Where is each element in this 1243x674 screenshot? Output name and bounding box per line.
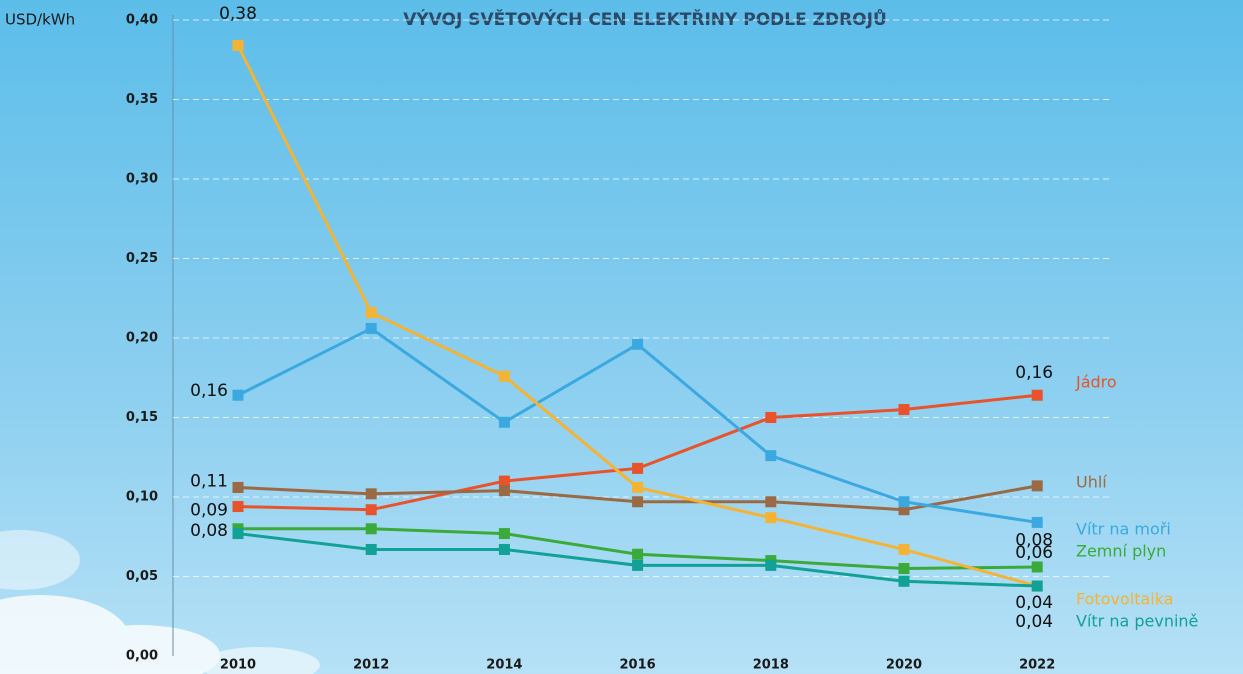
data-point (233, 482, 244, 493)
data-point (233, 40, 244, 51)
data-point (499, 417, 510, 428)
y-tick-label: 0,00 (126, 649, 158, 664)
x-tick-label: 2018 (753, 658, 789, 673)
data-label: 0,11 (190, 471, 228, 491)
x-tick-label: 2020 (886, 658, 922, 673)
y-tick-label: 0,20 (126, 331, 158, 346)
chart: USD/kWh VÝVOJ SVĚTOVÝCH CEN ELEKTŘINY PO… (0, 0, 1243, 674)
data-point (1032, 561, 1043, 572)
data-label: 0,04 (1015, 612, 1053, 632)
x-tick-label: 2014 (486, 658, 522, 673)
data-point (632, 560, 643, 571)
legend-label: Zemní plyn (1076, 542, 1166, 561)
data-point (632, 463, 643, 474)
data-label: 0,16 (1015, 363, 1053, 383)
y-tick-label: 0,40 (126, 13, 158, 28)
data-point (233, 390, 244, 401)
y-tick-label: 0,10 (126, 490, 158, 505)
data-point (899, 496, 910, 507)
x-tick-label: 2022 (1019, 658, 1055, 673)
legend-label: Vítr na moři (1076, 520, 1171, 539)
data-point (499, 485, 510, 496)
data-point (233, 528, 244, 539)
data-point (499, 544, 510, 555)
y-axis-label: USD/kWh (5, 11, 75, 29)
data-point (632, 496, 643, 507)
data-point (366, 544, 377, 555)
data-label: 0,16 (190, 381, 228, 401)
data-point (366, 307, 377, 318)
data-point (899, 576, 910, 587)
data-label: 0,09 (190, 501, 228, 521)
data-point (765, 496, 776, 507)
x-tick-label: 2012 (353, 658, 389, 673)
data-point (765, 560, 776, 571)
data-point (499, 528, 510, 539)
data-point (1032, 581, 1043, 592)
y-tick-label: 0,30 (126, 172, 158, 187)
data-label: 0,08 (190, 521, 228, 541)
data-point (366, 504, 377, 515)
data-point (899, 544, 910, 555)
background (0, 0, 1243, 674)
data-point (1032, 390, 1043, 401)
y-tick-label: 0,25 (126, 251, 158, 266)
data-point (366, 323, 377, 334)
legend-label: Uhlí (1076, 473, 1107, 492)
data-point (499, 371, 510, 382)
x-tick-label: 2016 (620, 658, 656, 673)
x-tick-label: 2010 (220, 658, 256, 673)
data-label: 0,38 (219, 4, 257, 24)
data-point (1032, 480, 1043, 491)
y-tick-label: 0,05 (126, 569, 158, 584)
data-point (765, 412, 776, 423)
data-label: 0,06 (1015, 543, 1053, 563)
data-point (765, 450, 776, 461)
legend-label: Vítr na pevnině (1076, 612, 1198, 631)
data-point (899, 563, 910, 574)
data-point (765, 512, 776, 523)
legend-label: Fotovoltaika (1076, 590, 1174, 609)
legend-label: Jádro (1075, 373, 1117, 392)
y-tick-label: 0,15 (126, 410, 158, 425)
data-point (632, 482, 643, 493)
data-point (1032, 517, 1043, 528)
data-label: 0,04 (1015, 593, 1053, 613)
data-point (366, 488, 377, 499)
data-point (233, 501, 244, 512)
data-point (632, 339, 643, 350)
data-point (632, 549, 643, 560)
y-tick-label: 0,35 (126, 92, 158, 107)
chart-title: VÝVOJ SVĚTOVÝCH CEN ELEKTŘINY PODLE ZDRO… (403, 7, 887, 30)
data-point (499, 476, 510, 487)
data-point (899, 404, 910, 415)
data-point (366, 523, 377, 534)
